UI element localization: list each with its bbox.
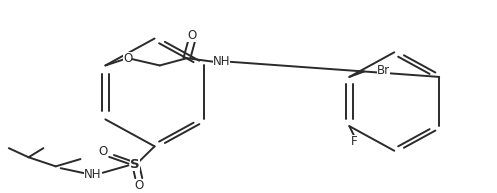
Text: Br: Br [377,64,390,77]
Text: O: O [98,145,107,158]
Text: NH: NH [84,168,101,181]
Text: O: O [187,29,196,42]
Text: F: F [351,135,358,148]
Text: NH: NH [213,55,230,68]
Text: O: O [123,52,132,65]
Text: S: S [130,158,140,171]
Text: O: O [134,179,144,192]
